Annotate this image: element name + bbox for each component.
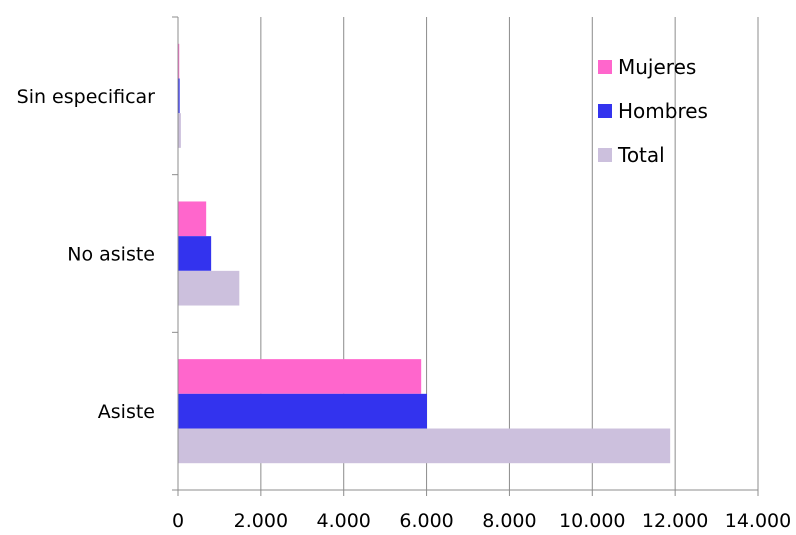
x-tick-label: 14.000 bbox=[725, 510, 791, 532]
category-label: No asiste bbox=[67, 244, 155, 266]
bar bbox=[178, 43, 180, 79]
legend-label: Hombres bbox=[618, 99, 708, 123]
bar bbox=[178, 236, 212, 271]
bar bbox=[178, 393, 427, 429]
bar bbox=[178, 201, 207, 237]
category-labels: Asiste No asiste Sin especificar bbox=[17, 86, 156, 423]
x-tick-label: 0 bbox=[172, 510, 184, 532]
bar bbox=[178, 270, 240, 306]
legend-label: Mujeres bbox=[618, 55, 696, 79]
x-tick-labels: 0 2.000 4.000 6.000 8.000 10.000 12.000 14.000 bbox=[172, 510, 791, 532]
category-label: Sin especificar bbox=[17, 86, 156, 108]
x-tick-label: 2.000 bbox=[234, 510, 288, 532]
category-label: Asiste bbox=[98, 401, 155, 423]
legend-swatch bbox=[598, 104, 612, 118]
x-tick-label: 12.000 bbox=[642, 510, 708, 532]
x-tick-label: 6.000 bbox=[399, 510, 453, 532]
axes bbox=[172, 16, 759, 496]
legend: Mujeres Hombres Total bbox=[598, 55, 708, 167]
legend-swatch bbox=[598, 148, 612, 162]
bar bbox=[178, 428, 671, 464]
bar bbox=[178, 113, 181, 148]
x-tick-label: 4.000 bbox=[317, 510, 371, 532]
bar bbox=[178, 78, 180, 114]
x-tick-label: 10.000 bbox=[559, 510, 625, 532]
legend-swatch bbox=[598, 60, 612, 74]
bar bbox=[178, 359, 422, 394]
legend-label: Total bbox=[617, 143, 665, 167]
x-tick-label: 8.000 bbox=[482, 510, 536, 532]
bars bbox=[178, 43, 671, 464]
gridlines bbox=[260, 17, 759, 490]
